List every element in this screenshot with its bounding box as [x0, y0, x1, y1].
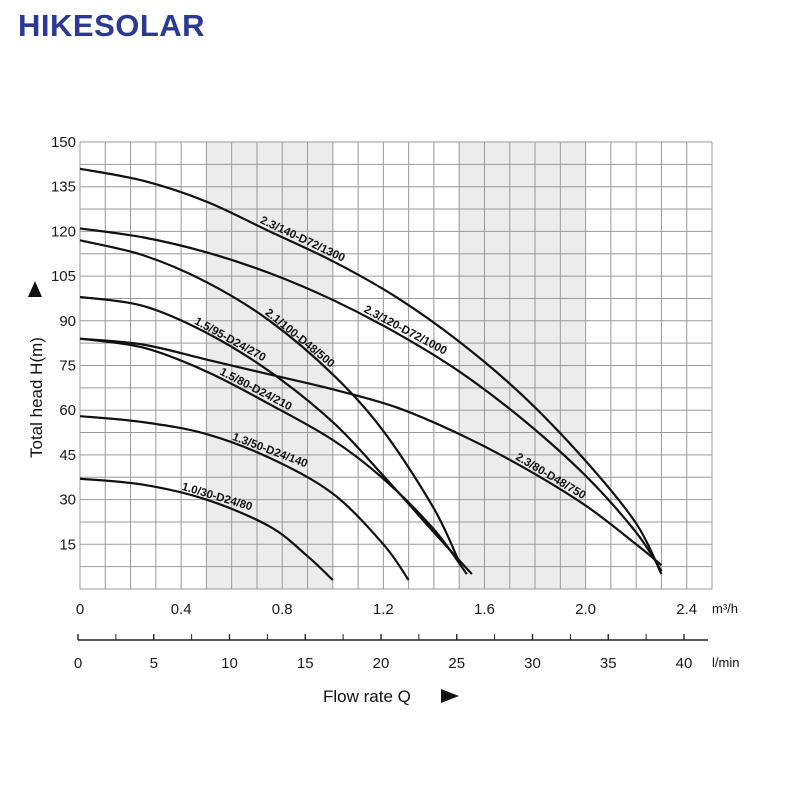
curve-label: 2.3/120-D72/1000 [362, 304, 449, 358]
x-tick-label-lmin: 0 [74, 655, 82, 672]
x-unit-lmin: l/min [712, 655, 739, 670]
x-tick-labels-m3h: 0 0.4 0.8 1.2 1.6 2.0 2.4 [76, 601, 697, 618]
curve-1-5-80-d24-210 [79, 337, 468, 575]
curves [79, 167, 663, 581]
y-tick-label: 60 [59, 402, 76, 419]
brand-logo: HIKESOLAR [18, 8, 206, 43]
curve-1-5-95-d24-270 [79, 295, 473, 575]
x-tick-label-lmin: 20 [373, 655, 390, 672]
y-tick-label: 105 [51, 268, 76, 285]
x-axis-lmin: 0 5 10 15 20 25 30 35 40 [74, 634, 708, 672]
y-axis-arrow-icon [28, 281, 42, 297]
grid-lines [79, 141, 713, 590]
y-tick-label: 120 [51, 223, 76, 240]
x-tick-label-lmin: 5 [150, 655, 158, 672]
y-tick-label: 45 [59, 447, 76, 464]
y-tick-label: 135 [51, 179, 76, 196]
x-tick-label-lmin: 15 [297, 655, 314, 672]
x-axis-title: Flow rate Q [323, 687, 411, 706]
y-tick-label: 90 [59, 313, 76, 330]
x-tick-label-lmin: 10 [221, 655, 238, 672]
curve-1-3-50-d24-140 [79, 415, 410, 581]
x-tick-label-lmin: 30 [524, 655, 541, 672]
x-tick-label-lmin: 25 [448, 655, 465, 672]
x-tick-label-m3h: 2.4 [676, 601, 697, 618]
curve-1-0-30-d24-80 [79, 477, 334, 581]
x-tick-label-lmin: 35 [600, 655, 617, 672]
curve-2-3-80-d48-750 [79, 337, 663, 567]
x-tick-label-m3h: 0.4 [171, 601, 192, 618]
x-tick-label-m3h: 1.6 [474, 601, 495, 618]
y-tick-label: 150 [51, 134, 76, 151]
y-tick-labels: 15 30 45 60 75 90 105 120 135 150 [51, 134, 76, 553]
x-tick-label-m3h: 0 [76, 601, 84, 618]
y-tick-label: 15 [59, 536, 76, 553]
y-tick-label: 30 [59, 492, 76, 509]
curve-2-1-100-d48-500 [79, 239, 461, 563]
y-axis-title: Total head H(m) [27, 337, 46, 458]
x-axis-arrow-icon [441, 689, 459, 703]
curve-2-3-140-d72-1300 [79, 167, 663, 575]
x-tick-label-m3h: 0.8 [272, 601, 293, 618]
x-tick-label-m3h: 2.0 [575, 601, 596, 618]
x-tick-label-lmin: 40 [676, 655, 693, 672]
x-unit-m3h: m³/h [712, 601, 738, 616]
x-tick-label-m3h: 1.2 [373, 601, 394, 618]
y-tick-label: 75 [59, 358, 76, 375]
curve-2-3-120-d72-1000 [79, 227, 663, 572]
